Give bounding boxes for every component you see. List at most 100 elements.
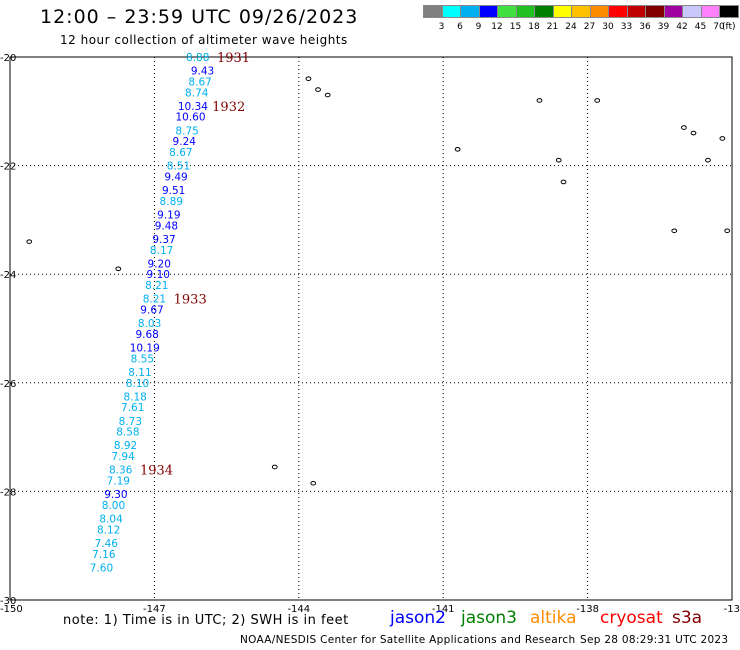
longitude-tick-label: -147 [143,604,166,615]
island-outline [560,179,567,185]
colorbar-label: 18 [528,22,540,32]
colorbar-unit: (ft) [722,22,736,32]
wave-height-label: 8.67 [188,76,211,88]
time-label: 1933 [174,293,207,308]
wave-height-label: 8.21 [143,294,166,306]
colorbar-label: 12 [491,22,503,32]
wave-height-label: 8.18 [123,391,146,403]
wave-height-label: 8.75 [175,125,198,137]
wave-height-label: 8.21 [145,280,168,292]
colorbar-label: 36 [639,22,651,32]
latitude-tick-label: -20 [0,53,16,64]
colorbar-label: 39 [657,22,670,32]
wave-height-label: 10.34 [178,101,208,113]
wave-height-label: 8.74 [185,87,209,99]
colorbar-label: 6 [457,22,463,32]
colorbar-label: 15 [509,22,522,32]
satellite-legend-item: jason3 [461,608,517,628]
wave-height-label: 8.51 [167,161,190,173]
island-outline [705,157,711,163]
latitude-tick-label: -26 [0,379,16,390]
wave-height-label: 7.46 [95,538,119,550]
wave-height-label: 9.43 [191,66,214,78]
wave-height-label: 8.89 [160,196,183,208]
wave-height-label: 8.36 [109,465,133,477]
page-title: 12:00 – 23:59 UTC 09/26/2023 [40,6,359,28]
island-outline [324,92,331,98]
island-outline [594,98,601,103]
generation-timestamp: Sep 28 08:29:31 UTC 2023 [580,634,729,646]
wave-height-label: 8.17 [150,245,173,257]
wave-height-label: 9.37 [152,234,175,246]
wave-height-label: 8.03 [138,318,161,330]
wave-height-label: 8.73 [119,416,142,428]
units-note: note: 1) Time is in UTC; 2) SWH is in fe… [63,613,349,628]
wave-height-label: 9.68 [135,329,158,341]
wave-height-label: 8.92 [114,440,137,452]
wave-height-label: 10.60 [175,112,205,124]
island-outline [724,228,731,234]
wave-height-label: 8.88 [186,52,209,64]
colorbar-label: 42 [676,22,688,32]
wave-height-label: 8.55 [131,353,154,365]
island-outline [536,98,543,103]
latitude-tick-label: -22 [0,162,16,173]
page-subtitle: 12 hour collection of altimeter wave hei… [60,33,348,47]
colorbar-label: 21 [546,22,559,32]
satellite-legend-item: cryosat [600,608,663,628]
island-outline [271,464,278,470]
wave-height-label: 9.19 [157,209,180,221]
island-outline [671,228,678,234]
colorbar-label: 3 [438,22,445,32]
colorbar-label: 9 [475,22,482,32]
time-label: 1931 [217,51,250,66]
latitude-tick-label: -24 [0,270,16,281]
wave-height-label: 9.49 [164,171,187,183]
wave-height-label: 9.20 [148,258,171,270]
longitude-tick-label: -13 [724,604,740,615]
wave-height-label: 8.10 [126,378,149,390]
island-outline [305,76,312,82]
time-label: 1934 [140,464,173,479]
wave-height-label: 8.12 [97,524,120,536]
agency-credit: NOAA/NESDIS Center for Satellite Applica… [240,634,576,646]
wave-height-label: 10.19 [130,343,160,355]
wave-height-label: 7.94 [111,451,135,463]
colorbar-label: 70 [713,22,725,32]
wave-height-label: 8.00 [102,500,125,512]
colorbar-label: 24 [565,22,577,32]
island-outline [680,125,687,130]
wave-height-label: 9.51 [162,185,185,197]
island-outline [719,136,726,141]
island-outline [115,266,122,272]
longitude-tick-label: -138 [576,604,599,615]
wave-height-label: 7.61 [121,402,144,414]
wave-height-label: 7.19 [107,476,130,488]
wave-height-label: 8.11 [128,367,151,379]
island-outline [555,157,562,163]
island-outline [26,239,33,244]
map-frame [9,56,733,601]
wave-height-label: 8.58 [116,427,139,439]
wave-height-label: 7.16 [92,549,116,561]
satellite-legend-item: altika [530,608,577,628]
time-label: 1932 [212,100,245,115]
colorbar-swatch [719,5,739,18]
wave-height-label: 9.24 [173,136,197,148]
island-outline [315,87,321,92]
colorbar-label: 27 [583,22,596,32]
wave-height-label: 9.48 [155,220,178,232]
wave-height-label: 9.67 [140,304,163,316]
island-outline [690,130,697,136]
wave-height-label: 9.30 [104,489,127,501]
island-outline [310,480,317,486]
colorbar-label: 30 [602,22,614,32]
wave-height-label: 8.04 [99,514,123,526]
satellite-legend-item: jason2 [390,608,446,628]
colorbar-label: 33 [620,22,633,32]
longitude-tick-label: -150 [0,604,23,615]
longitude-tick-label: -144 [287,604,310,615]
latitude-tick-label: -30 [0,596,16,607]
